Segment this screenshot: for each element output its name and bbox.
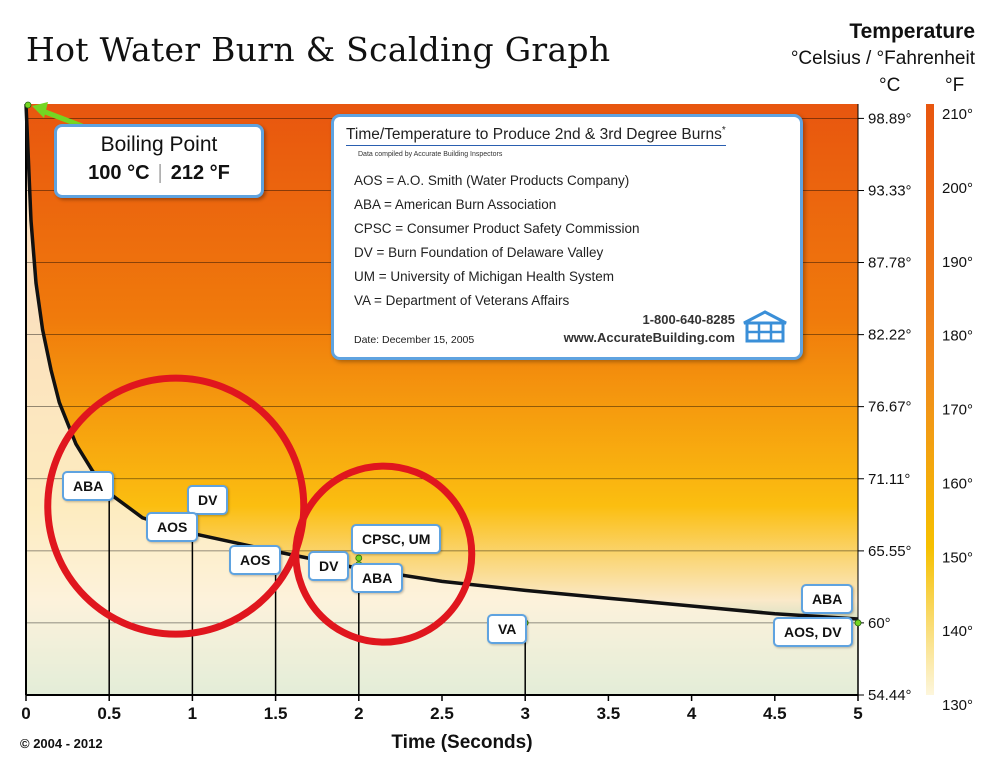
x-tick-label: 0.5 [97, 704, 121, 723]
legend-item: DV = Burn Foundation of Delaware Valley [354, 245, 604, 260]
y-tick-label-celsius: 71.11° [868, 471, 910, 488]
info-date: Date: December 15, 2005 [354, 334, 475, 346]
data-label-aba: ABA [801, 584, 854, 614]
info-box: Time/Temperature to Produce 2nd & 3rd De… [331, 114, 803, 360]
x-tick-label: 0 [21, 704, 30, 723]
x-tick-label: 4.5 [763, 704, 787, 723]
temperature-title: Temperature [849, 20, 975, 43]
y-tick-label-celsius: 98.89° [868, 110, 912, 127]
info-subtitle: Data compiled by Accurate Building Inspe… [358, 151, 503, 158]
x-tick-label: 1.5 [264, 704, 288, 723]
y-tick-label-celsius: 93.33° [868, 183, 912, 200]
data-label-dv: DV [308, 551, 350, 581]
source-legend: AOS = A.O. Smith (Water Products Company… [354, 173, 639, 317]
x-tick-label: 5 [853, 704, 862, 723]
y-ticks: 98.89° 210° 93.33° 200° 87.78° 190° 82.22° 180°… [858, 106, 973, 714]
fahrenheit-unit: °F [945, 75, 965, 96]
fahrenheit-scale-bar [926, 104, 934, 695]
y-tick-label-celsius: 87.78° [868, 255, 912, 272]
info-title-mark: * [721, 125, 726, 136]
y-tick-label-celsius: 82.22° [868, 327, 912, 344]
legend-item: VA = Department of Veterans Affairs [354, 293, 570, 308]
x-tick-label: 1 [188, 704, 197, 723]
legend-item: CPSC = Consumer Product Safety Commissio… [354, 221, 640, 236]
y-tick-label-fahrenheit: 190° [942, 254, 973, 271]
x-tick-label: 3.5 [597, 704, 621, 723]
data-label-cpsc-um: CPSC, UM [351, 524, 442, 554]
boiling-point-fahrenheit: 212 °F [170, 162, 230, 184]
y-tick-label-fahrenheit: 160° [942, 475, 973, 492]
temperature-header: Temperature °Celsius / °Fahrenheit [791, 20, 975, 70]
temperature-subtitle: °Celsius / °Fahrenheit [790, 48, 975, 69]
data-point [854, 619, 862, 627]
boiling-point-values: 100 °C | 212 °F [57, 162, 261, 185]
y-tick-label-celsius: 54.44° [868, 687, 912, 704]
y-tick-label-fahrenheit: 150° [942, 549, 973, 566]
data-label-aos: AOS [146, 512, 199, 542]
boiling-point-celsius: 100 °C [88, 162, 150, 184]
boiling-point-box: Boiling Point 100 °C | 212 °F [54, 124, 264, 198]
page-title: Hot Water Burn & Scalding Graph [26, 30, 611, 69]
x-tick-label: 3 [520, 704, 529, 723]
data-label-aos-dv: AOS, DV [773, 617, 853, 647]
highlight-circle [44, 374, 308, 638]
y-tick-label-fahrenheit: 170° [942, 402, 973, 419]
burn-curve [24, 103, 859, 621]
y-tick-label-fahrenheit: 210° [942, 106, 973, 123]
x-ticks: 0 0.5 1 1.5 2 2.5 3 3.5 4 4.5 5 [21, 695, 863, 723]
boiling-arrow [32, 102, 83, 129]
x-tick-label: 4 [687, 704, 697, 723]
data-label-aba: ABA [351, 563, 404, 593]
y-tick-label-celsius: 65.55° [868, 543, 912, 560]
celsius-unit: °C [879, 75, 901, 96]
y-tick-label-fahrenheit: 130° [942, 697, 973, 714]
y-tick-label-fahrenheit: 140° [942, 623, 973, 640]
legend-item: AOS = A.O. Smith (Water Products Company… [354, 173, 630, 188]
y-tick-label-celsius: 60° [868, 615, 891, 632]
data-label-aba: ABA [62, 471, 115, 501]
copyright: © 2004 - 2012 [20, 736, 103, 751]
data-label-va: VA [487, 614, 528, 644]
marker-stems [108, 480, 859, 695]
legend-item: ABA = American Burn Association [354, 197, 557, 212]
legend-item: UM = University of Michigan Health Syste… [354, 269, 614, 284]
info-title: Time/Temperature to Produce 2nd & 3rd De… [346, 125, 726, 147]
data-label-aos: AOS [229, 545, 282, 575]
x-axis-label: Time (Seconds) [391, 732, 532, 753]
data-label-dv: DV [187, 485, 229, 515]
y-tick-label-celsius: 76.67° [868, 399, 912, 416]
boiling-point-label: Boiling Point [100, 133, 218, 156]
phone-number: 1-800-640-8285 [642, 312, 735, 327]
x-tick-label: 2.5 [430, 704, 454, 723]
info-title-text: Time/Temperature to Produce 2nd & 3rd De… [346, 126, 722, 144]
y-tick-label-fahrenheit: 180° [942, 328, 973, 345]
y-tick-label-fahrenheit: 200° [942, 180, 973, 197]
building-logo-icon [743, 310, 787, 343]
highlight-circle [292, 462, 476, 646]
x-tick-label: 2 [354, 704, 363, 723]
data-point [355, 554, 363, 562]
separator: | [157, 162, 163, 184]
highlight-circles [44, 374, 476, 646]
boiling-point [24, 101, 32, 109]
website-link[interactable]: www.AccurateBuilding.com [563, 330, 735, 345]
